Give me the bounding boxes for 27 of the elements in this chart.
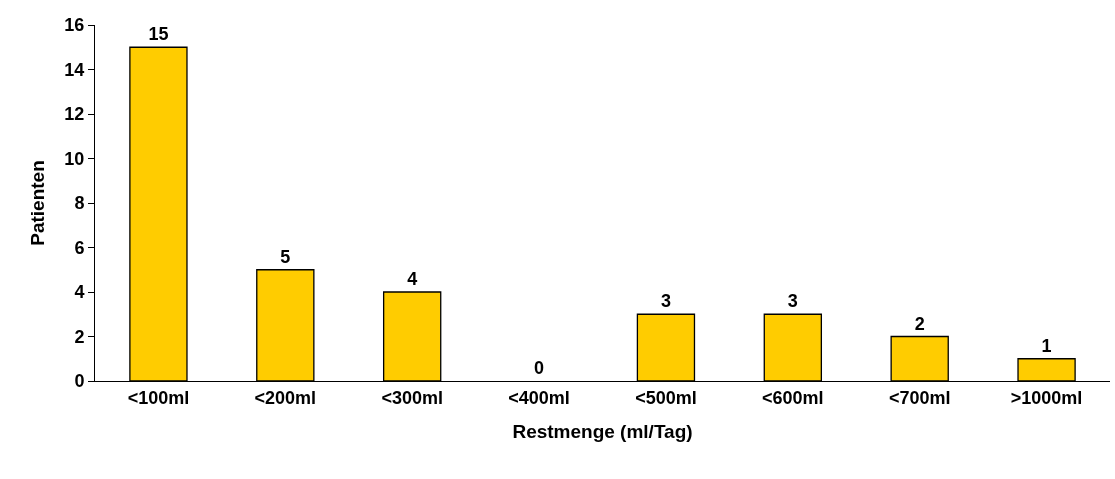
data-label: 0 bbox=[534, 358, 545, 378]
x-tick-label: <500ml bbox=[635, 387, 697, 408]
y-tick-label: 8 bbox=[74, 193, 85, 214]
x-tick-label: <100ml bbox=[127, 387, 190, 408]
x-axis-title: Restmenge (ml/Tag) bbox=[512, 421, 693, 443]
data-label: 4 bbox=[407, 269, 418, 289]
data-label: 1 bbox=[1041, 335, 1052, 356]
y-axis-title: Patienten bbox=[27, 160, 49, 246]
y-tick-label: 14 bbox=[64, 59, 85, 80]
y-tick-label: 4 bbox=[74, 282, 85, 303]
y-tick-label: 2 bbox=[74, 326, 85, 347]
x-tick-label: <700ml bbox=[888, 387, 951, 408]
data-label: 3 bbox=[787, 291, 798, 312]
x-tick-label: <200ml bbox=[254, 387, 317, 408]
x-tick-label: <300ml bbox=[381, 387, 443, 408]
data-label: 2 bbox=[914, 313, 925, 334]
x-tick-label: >1000ml bbox=[1010, 387, 1083, 408]
y-tick-label: 16 bbox=[64, 15, 85, 36]
data-label: 15 bbox=[148, 24, 169, 45]
data-label: 3 bbox=[660, 291, 671, 312]
y-tick-label: 10 bbox=[64, 148, 85, 169]
x-tick-label: <400ml bbox=[508, 387, 570, 408]
data-label: 5 bbox=[280, 246, 291, 267]
x-tick-label: <600ml bbox=[762, 387, 824, 408]
y-tick-label: 6 bbox=[74, 237, 85, 258]
y-tick-label: 0 bbox=[74, 371, 85, 392]
y-tick-label: 12 bbox=[64, 104, 85, 125]
